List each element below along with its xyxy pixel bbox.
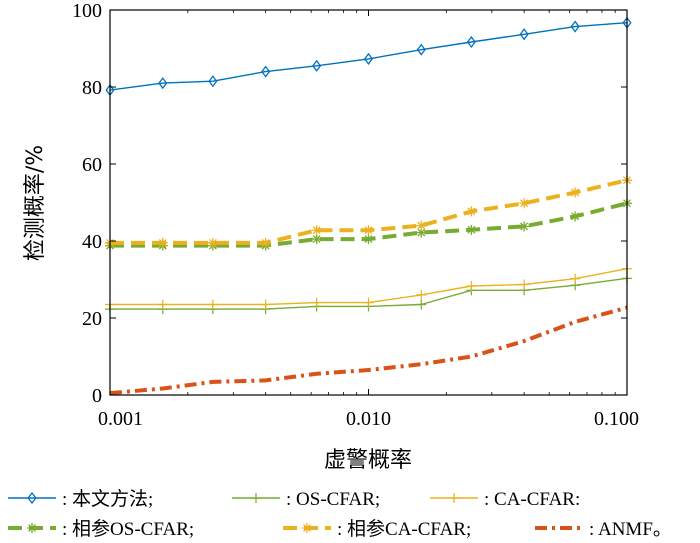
plot-markers	[105, 16, 632, 315]
series-0-point-5	[363, 52, 374, 65]
series-3-point-6	[416, 227, 427, 238]
series-2-point-9	[570, 273, 581, 284]
series-0-point-9	[570, 20, 580, 33]
series-line-0	[109, 22, 628, 91]
legend-label-3: : 相参OS-CFAR;	[62, 518, 194, 540]
series-4-point-7	[466, 206, 477, 217]
legend-item-2: : CA-CFAR:	[430, 489, 580, 510]
series-0-point-7	[466, 35, 476, 49]
series-3-point-5	[363, 234, 374, 245]
x-tick-label: 0.001	[98, 408, 143, 430]
legend-label-2: : CA-CFAR:	[484, 489, 580, 510]
legend-item-0: : 本文方法;	[8, 488, 153, 510]
series-3-point-8	[519, 221, 530, 232]
series-3-point-7	[466, 224, 477, 235]
x-axis-label: 虚警概率	[324, 448, 412, 473]
legend-label-1: : OS-CFAR;	[286, 489, 380, 510]
series-0-point-4	[312, 59, 322, 72]
series-4-point-4	[311, 225, 322, 236]
series-1-point-6	[416, 299, 427, 310]
series-4-point-8	[519, 198, 530, 209]
y-tick-label: 40	[82, 231, 102, 253]
series-2-point-5	[363, 297, 374, 308]
series-2-point-4	[311, 297, 322, 308]
legend-marker-1	[251, 493, 261, 503]
legend-item-4: : 相参CA-CFAR;	[283, 518, 471, 540]
plot-frame	[109, 9, 628, 396]
legend-marker-4	[302, 523, 312, 533]
series-2-point-3	[260, 299, 271, 310]
series-line-5	[109, 305, 628, 396]
y-tick-label: 80	[82, 77, 102, 99]
legend-label-5: : ANMF。	[589, 519, 672, 540]
plot-lines	[109, 22, 628, 396]
y-tick-label: 100	[72, 0, 102, 22]
series-2-point-7	[466, 281, 477, 292]
x-tick-label: 0.100	[594, 408, 639, 430]
series-0-point-1	[158, 77, 168, 90]
series-2-point-6	[416, 289, 427, 300]
series-0-point-8	[519, 28, 529, 41]
legend-label-0: : 本文方法;	[62, 488, 153, 510]
series-0-point-6	[416, 43, 426, 56]
legend-item-1: : OS-CFAR;	[232, 489, 380, 510]
series-0-point-2	[208, 75, 218, 88]
axis-ticks	[109, 9, 628, 396]
legend-marker-3	[27, 523, 37, 533]
series-4-point-1	[157, 237, 168, 248]
series-2-point-2	[207, 299, 218, 310]
y-tick-label: 60	[82, 154, 102, 176]
x-tick-label: 0.010	[346, 408, 391, 430]
series-4-point-6	[416, 220, 427, 231]
y-tick-label: 0	[92, 385, 102, 407]
series-2-point-8	[519, 279, 530, 290]
series-2-point-1	[157, 299, 168, 310]
series-4-point-3	[260, 237, 271, 248]
y-axis-label: 检测概率/%	[23, 145, 48, 261]
legend-label-4: : 相参CA-CFAR;	[337, 518, 471, 540]
series-3-point-4	[311, 234, 322, 245]
series-0-point-3	[261, 65, 271, 78]
legend-marker-0	[27, 491, 37, 505]
legend: : 本文方法; : OS-CFAR; : CA-CFAR:: 相参OS-CFAR;:…	[8, 488, 672, 540]
legend-item-5: : ANMF。	[535, 519, 672, 540]
legend-item-3: : 相参OS-CFAR;	[8, 518, 194, 540]
series-4-point-9	[570, 187, 581, 198]
series-4-point-2	[207, 237, 218, 248]
axis-tick-labels: 0 20 40 60 80 100 0.001 0.010 0.100	[72, 0, 639, 430]
series-3-point-9	[570, 211, 581, 222]
series-4-point-5	[363, 225, 374, 236]
legend-marker-2	[449, 493, 459, 503]
y-tick-label: 20	[82, 308, 102, 330]
